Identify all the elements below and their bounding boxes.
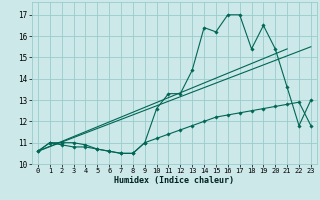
X-axis label: Humidex (Indice chaleur): Humidex (Indice chaleur) [115,176,234,185]
